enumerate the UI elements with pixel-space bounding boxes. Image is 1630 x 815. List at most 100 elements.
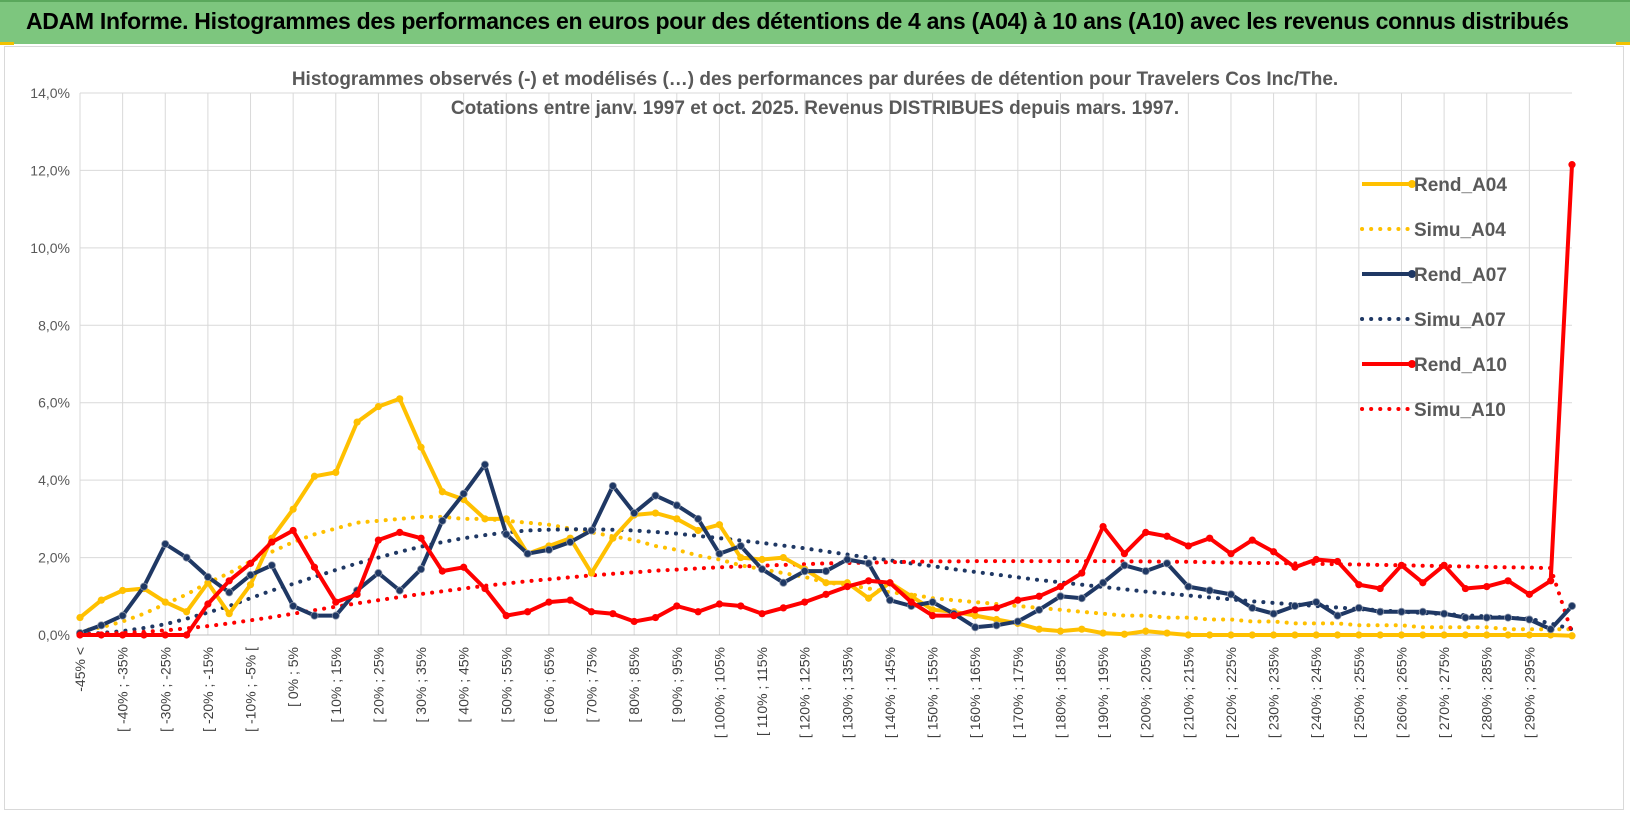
data-point-rend-a10: [1206, 534, 1214, 542]
x-tick-label: [ 200% ; 205%: [1138, 647, 1154, 738]
data-point-rend-a07: [779, 578, 788, 587]
data-point-rend-a04: [779, 553, 787, 562]
data-point-rend-a04: [673, 515, 681, 523]
data-point-rend-a04: [694, 526, 702, 535]
data-point-rend-a10: [1397, 561, 1406, 569]
data-point-rend-a07: [1461, 613, 1470, 622]
data-point-rend-a07: [822, 567, 831, 576]
legend-label-simu-a04: Simu_A04: [1414, 220, 1506, 241]
data-point-rend-a07: [1226, 590, 1235, 599]
series-line-simu-a10: [78, 559, 1574, 637]
data-point-rend-a07: [1120, 561, 1129, 570]
data-point-rend-a10: [843, 583, 851, 591]
data-point-rend-a07: [694, 514, 703, 523]
data-point-rend-a10: [1248, 536, 1256, 544]
data-point-rend-a04: [417, 443, 425, 451]
data-point-rend-a04: [651, 509, 660, 517]
data-point-rend-a10: [566, 596, 574, 604]
data-point-rend-a07: [289, 601, 298, 610]
data-point-rend-a10: [907, 598, 915, 606]
x-tick-label: [ 250% ; 255%: [1351, 647, 1367, 738]
series-line-rend-a04: [78, 396, 1573, 638]
data-point-rend-a07: [225, 588, 234, 597]
y-tick-label: 14,0%: [30, 85, 70, 101]
data-point-rend-a04: [119, 586, 127, 595]
x-tick-label: [ -40% ; -35%: [115, 647, 131, 732]
chart-title-group: Histogrammes observés (-) et modélisés (…: [292, 69, 1338, 119]
chart-title: Histogrammes observés (-) et modélisés (…: [292, 69, 1338, 90]
x-tick-label: [ 110% ; 115%: [754, 647, 770, 736]
data-point-rend-a04: [1056, 627, 1065, 635]
data-point-rend-a04: [289, 505, 297, 513]
x-tick-label: [ 30% ; 35%: [413, 647, 429, 723]
x-tick-label: [ 280% ; 285%: [1479, 647, 1495, 738]
data-point-rend-a10: [673, 602, 681, 610]
data-point-rend-a04: [332, 468, 340, 476]
data-point-rend-a10: [1291, 563, 1299, 571]
data-point-rend-a07: [310, 611, 319, 620]
data-point-rend-a07: [1504, 613, 1513, 622]
data-point-rend-a04: [1376, 631, 1384, 639]
data-point-rend-a10: [1163, 532, 1171, 540]
data-point-rend-a07: [161, 540, 170, 549]
data-point-rend-a10: [630, 617, 638, 626]
data-point-rend-a04: [1099, 629, 1107, 637]
data-point-rend-a07: [1376, 607, 1385, 616]
data-point-rend-a10: [353, 590, 361, 598]
data-point-rend-a04: [1504, 631, 1512, 639]
data-point-rend-a07: [417, 565, 426, 574]
data-point-rend-a04: [1206, 631, 1214, 639]
data-point-rend-a07: [651, 491, 660, 500]
data-point-rend-a07: [843, 555, 852, 564]
data-point-rend-a10: [886, 579, 894, 587]
data-point-rend-a07: [1482, 613, 1491, 622]
data-point-rend-a04: [758, 555, 766, 564]
x-tick-label: [ 40% ; 45%: [456, 647, 472, 723]
data-point-rend-a07: [502, 530, 511, 539]
data-point-rend-a04: [1248, 631, 1256, 639]
data-point-rend-a10: [651, 613, 660, 622]
data-point-rend-a04: [1312, 631, 1320, 639]
x-tick-label: [ 190% ; 195%: [1095, 647, 1111, 738]
data-point-rend-a07: [1035, 605, 1044, 614]
legend-marker-rend-a04: [1408, 180, 1416, 188]
legend-label-rend-a10: Rend_A10: [1414, 355, 1507, 376]
data-point-rend-a07: [1290, 601, 1299, 610]
data-point-rend-a04: [865, 594, 873, 602]
data-point-rend-a10: [545, 598, 553, 606]
x-tick-label: [ 260% ; 265%: [1393, 647, 1409, 738]
data-point-rend-a10: [161, 631, 169, 639]
data-point-rend-a04: [225, 610, 233, 618]
x-tick-label: [ 150% ; 155%: [925, 647, 941, 738]
data-point-rend-a10: [524, 608, 532, 616]
data-point-rend-a10: [460, 563, 468, 571]
data-point-rend-a10: [502, 612, 510, 620]
data-point-rend-a07: [587, 526, 596, 535]
data-point-rend-a10: [417, 534, 425, 542]
data-point-rend-a10: [1312, 555, 1320, 564]
data-point-rend-a10: [1355, 581, 1363, 589]
data-point-rend-a10: [332, 598, 340, 606]
data-point-rend-a07: [1013, 617, 1022, 626]
data-point-rend-a04: [1227, 631, 1235, 639]
data-point-rend-a10: [1056, 583, 1065, 591]
data-point-rend-a07: [1248, 603, 1257, 612]
data-point-rend-a04: [1291, 631, 1299, 639]
data-point-rend-a04: [1419, 631, 1427, 639]
data-point-rend-a10: [971, 606, 979, 614]
data-point-rend-a10: [715, 600, 724, 608]
data-point-rend-a04: [1120, 630, 1128, 638]
data-point-rend-a07: [758, 565, 767, 574]
data-point-rend-a10: [76, 631, 84, 639]
data-point-rend-a04: [353, 418, 361, 426]
data-point-rend-a04: [1184, 631, 1192, 639]
data-point-rend-a04: [715, 521, 724, 529]
data-point-rend-a10: [481, 584, 489, 593]
legend-label-rend-a04: Rend_A04: [1414, 175, 1507, 196]
data-point-rend-a04: [502, 515, 510, 523]
data-point-rend-a10: [1014, 596, 1022, 604]
data-point-rend-a07: [267, 561, 276, 570]
data-point-rend-a10: [1227, 550, 1235, 558]
series-lines: [76, 161, 1577, 640]
